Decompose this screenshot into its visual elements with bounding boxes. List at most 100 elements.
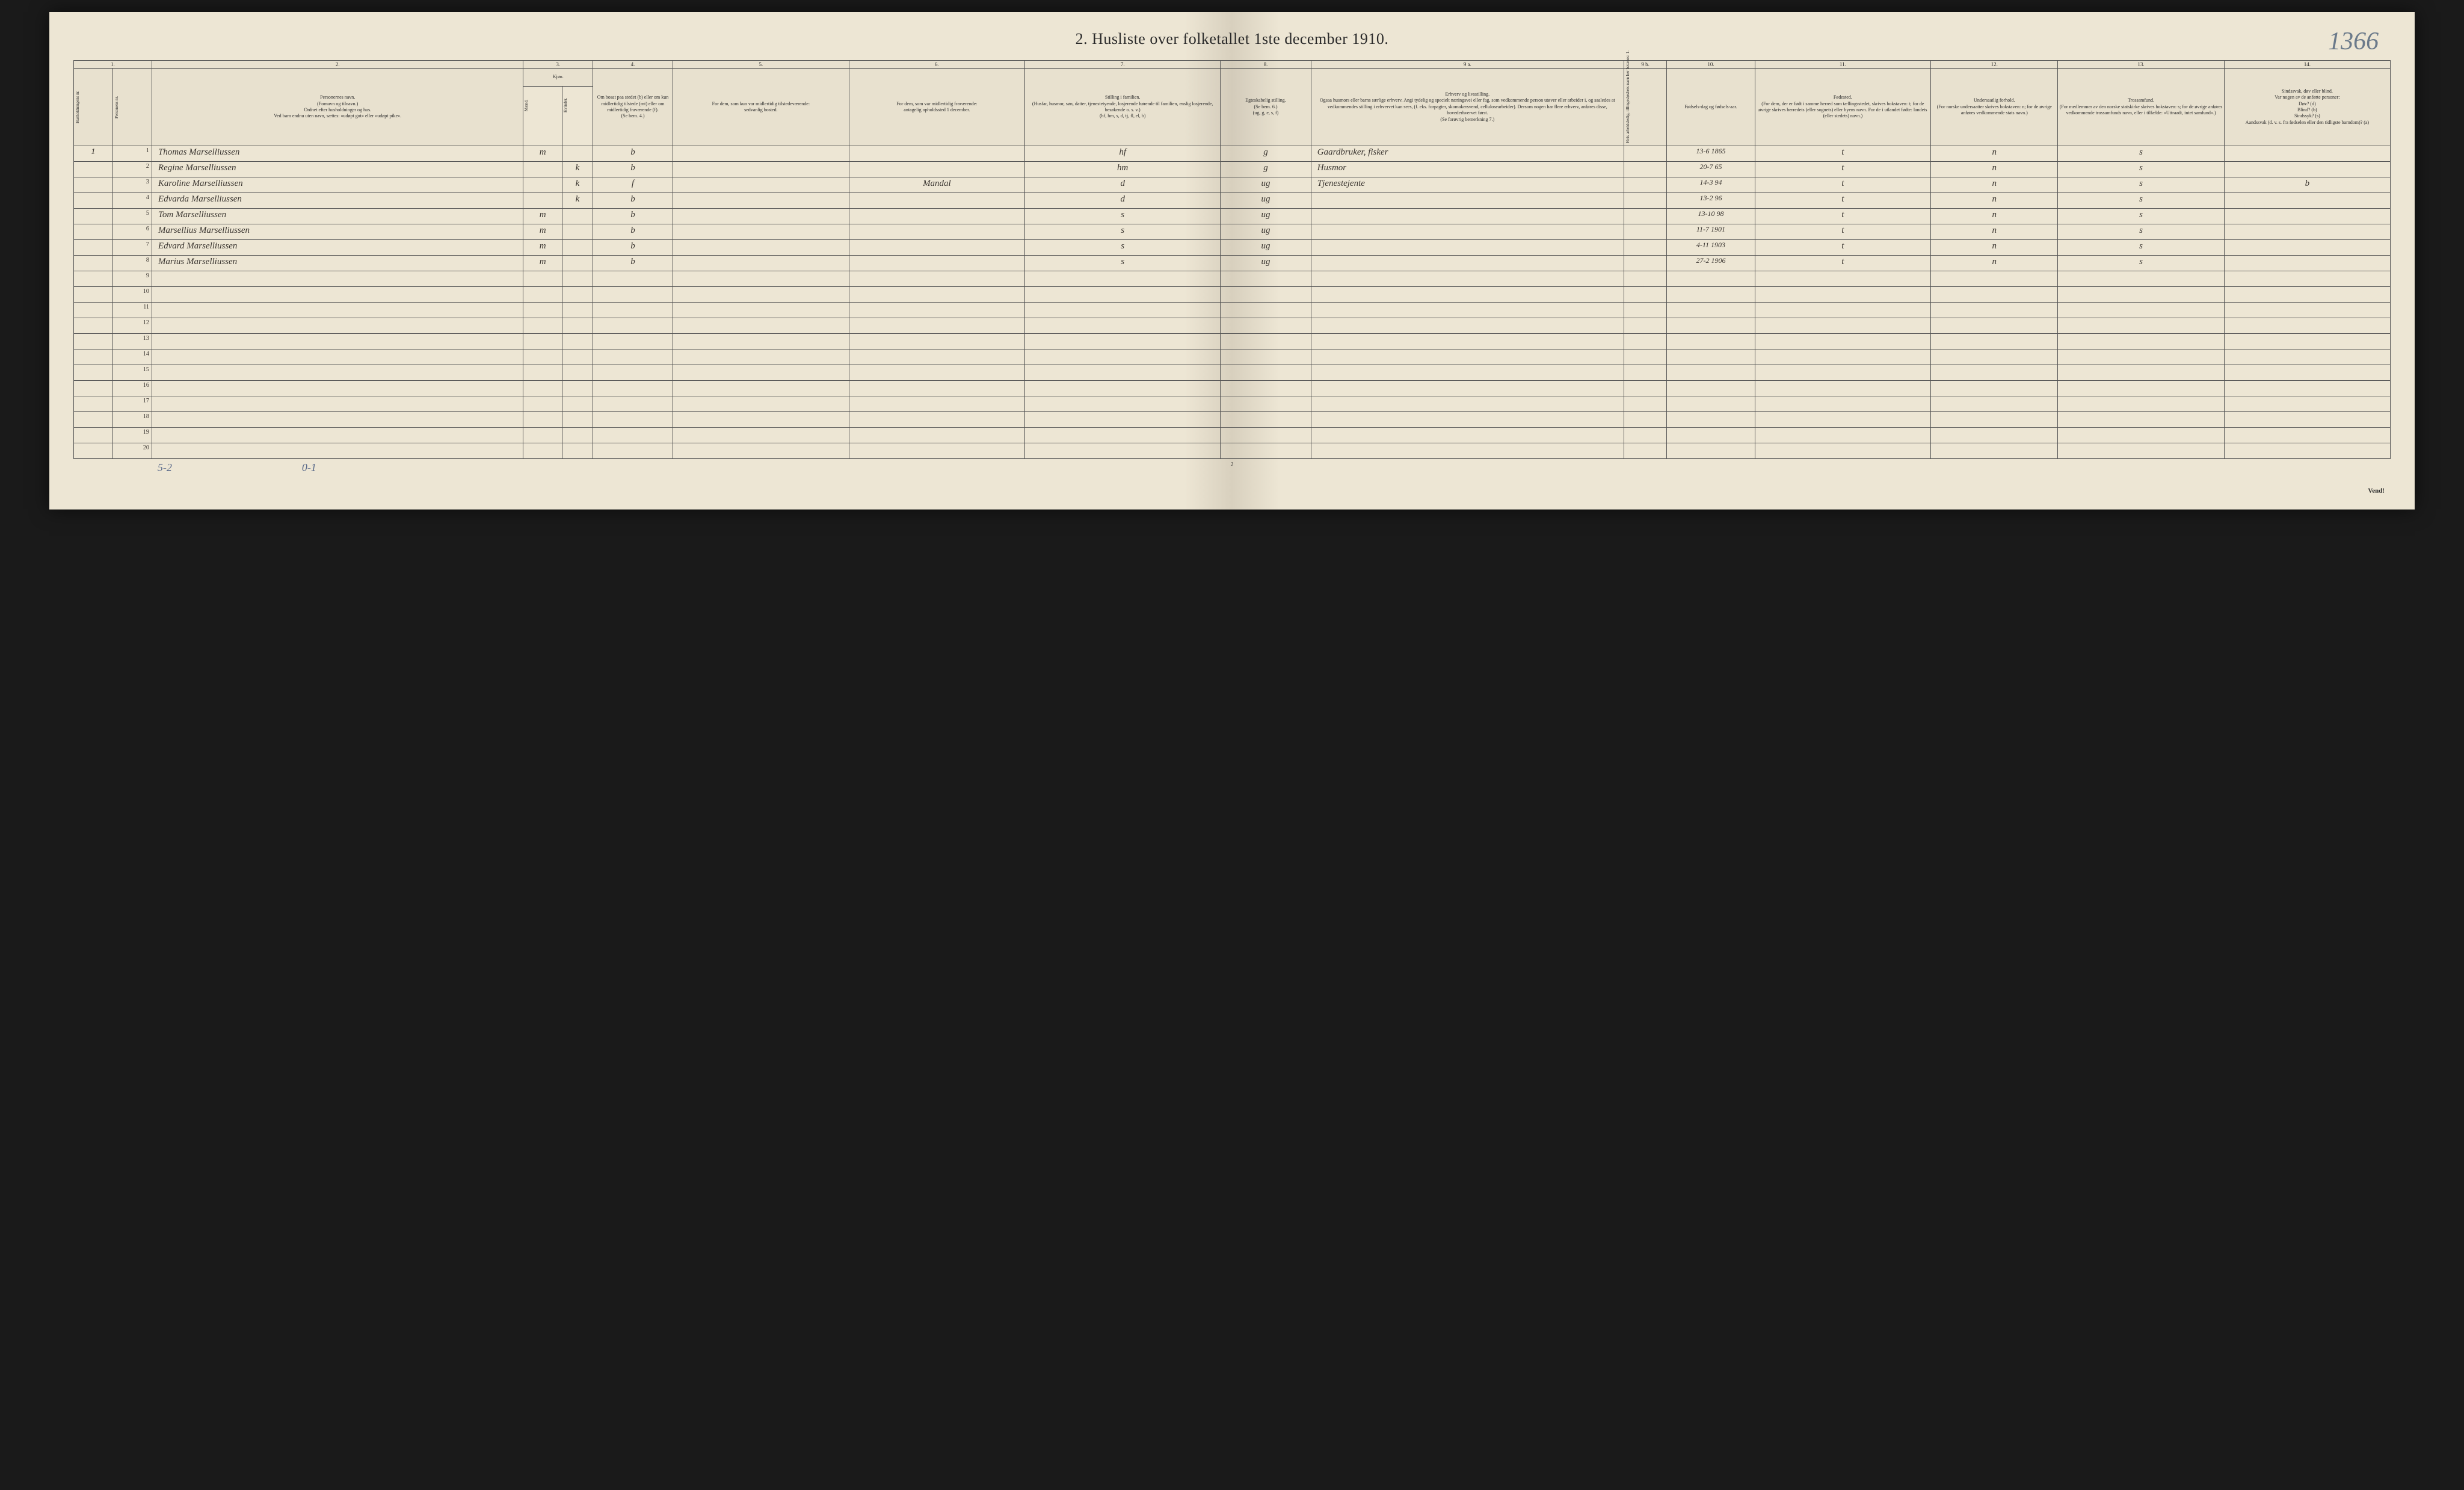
table-row-empty: 14 [73, 349, 2390, 365]
cell-temp [849, 428, 1025, 443]
cell-citizen: n [1931, 209, 2058, 224]
cell-9b [1624, 381, 1667, 396]
cell-disability [2224, 209, 2390, 224]
cell-sex-k [562, 349, 593, 365]
cell-sex-k [562, 443, 593, 459]
table-row: 4 Edvarda Marselliussen k b d ug 13-2 96… [73, 193, 2390, 209]
cell-birth: 13-2 96 [1667, 193, 1755, 209]
cell-citizen [1931, 287, 2058, 303]
cell-marital: ug [1221, 209, 1311, 224]
cell-sex-k [562, 303, 593, 318]
cell-9b [1624, 318, 1667, 334]
cell-absent [673, 271, 849, 287]
cell-religion [2058, 271, 2224, 287]
cell-citizen [1931, 428, 2058, 443]
cell-temp [849, 240, 1025, 256]
cell-person-num: 20 [112, 443, 152, 459]
cell-temp [849, 224, 1025, 240]
cell-household [73, 318, 112, 334]
cell-temp [849, 162, 1025, 177]
cell-9b [1624, 303, 1667, 318]
cell-temp [849, 256, 1025, 271]
cell-birthplace [1755, 396, 1931, 412]
cell-citizen: n [1931, 240, 2058, 256]
cell-person-num: 8 [112, 256, 152, 271]
cell-sex-k: k [562, 162, 593, 177]
cell-household [73, 412, 112, 428]
cell-birthplace: t [1755, 146, 1931, 162]
cell-person-num: 19 [112, 428, 152, 443]
cell-family: d [1025, 193, 1221, 209]
document-title: 2. Husliste over folketallet 1ste decemb… [73, 30, 2391, 48]
cell-birth [1667, 428, 1755, 443]
table-row-empty: 19 [73, 428, 2390, 443]
cell-9b [1624, 177, 1667, 193]
footer-note-left: 5-2 [158, 461, 172, 474]
cell-birthplace [1755, 349, 1931, 365]
cell-resident [593, 396, 673, 412]
cell-sex-k [562, 318, 593, 334]
cell-marital: ug [1221, 177, 1311, 193]
header-birthplace: Fødested. (For dem, der er født i samme … [1755, 69, 1931, 146]
cell-disability [2224, 256, 2390, 271]
cell-sex-k [562, 271, 593, 287]
cell-marital [1221, 287, 1311, 303]
cell-absent [673, 240, 849, 256]
cell-marital [1221, 334, 1311, 349]
cell-citizen [1931, 271, 2058, 287]
cell-family [1025, 349, 1221, 365]
colnum-3: 3. [523, 61, 593, 69]
cell-temp [849, 146, 1025, 162]
cell-name [152, 303, 523, 318]
cell-disability [2224, 443, 2390, 459]
cell-citizen [1931, 318, 2058, 334]
cell-sex-m: m [523, 146, 562, 162]
cell-birth: 4-11 1903 [1667, 240, 1755, 256]
table-row-empty: 13 [73, 334, 2390, 349]
cell-marital [1221, 396, 1311, 412]
cell-sex-m: m [523, 209, 562, 224]
cell-disability [2224, 240, 2390, 256]
cell-temp [849, 303, 1025, 318]
table-row-empty: 17 [73, 396, 2390, 412]
cell-name: Edvarda Marselliussen [152, 193, 523, 209]
cell-birthplace: t [1755, 193, 1931, 209]
cell-household [73, 193, 112, 209]
cell-resident [593, 303, 673, 318]
cell-birth [1667, 396, 1755, 412]
cell-family: d [1025, 177, 1221, 193]
cell-temp [849, 349, 1025, 365]
cell-birth [1667, 318, 1755, 334]
cell-household [73, 177, 112, 193]
cell-name [152, 396, 523, 412]
cell-person-num: 6 [112, 224, 152, 240]
cell-absent [673, 303, 849, 318]
cell-name [152, 381, 523, 396]
cell-household [73, 162, 112, 177]
cell-temp [849, 412, 1025, 428]
cell-household [73, 334, 112, 349]
cell-absent [673, 349, 849, 365]
cell-birthplace [1755, 287, 1931, 303]
cell-sex-k: k [562, 177, 593, 193]
cell-absent [673, 209, 849, 224]
cell-citizen [1931, 334, 2058, 349]
cell-person-num: 14 [112, 349, 152, 365]
cell-family [1025, 303, 1221, 318]
colnum-8: 8. [1221, 61, 1311, 69]
colnum-11: 11. [1755, 61, 1931, 69]
cell-religion: s [2058, 209, 2224, 224]
cell-citizen [1931, 365, 2058, 381]
cell-birthplace: t [1755, 256, 1931, 271]
cell-family [1025, 443, 1221, 459]
cell-family: hf [1025, 146, 1221, 162]
cell-temp [849, 365, 1025, 381]
cell-citizen [1931, 412, 2058, 428]
cell-9b [1624, 146, 1667, 162]
cell-disability [2224, 287, 2390, 303]
cell-occupation: Husmor [1311, 162, 1624, 177]
cell-resident [593, 318, 673, 334]
cell-sex-m [523, 287, 562, 303]
cell-marital [1221, 303, 1311, 318]
cell-sex-m [523, 177, 562, 193]
